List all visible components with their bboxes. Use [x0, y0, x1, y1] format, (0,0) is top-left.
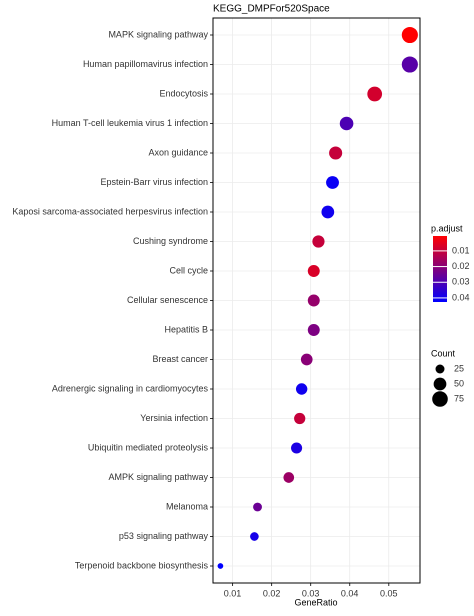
- x-tick-label: 0.05: [380, 588, 398, 598]
- dot: [339, 116, 354, 131]
- panel-border: [212, 17, 421, 584]
- size-label: 50: [454, 378, 464, 388]
- x-tick-label: 0.01: [224, 588, 242, 598]
- dot: [250, 532, 259, 541]
- y-tick-label: Terpenoid backbone biosynthesis: [75, 560, 209, 570]
- dot: [294, 412, 306, 425]
- y-tick-label: Melanoma: [166, 501, 208, 511]
- size-key: [432, 391, 448, 407]
- size-key: [435, 364, 445, 374]
- dot: [295, 383, 308, 395]
- dot: [401, 56, 418, 73]
- colorbar-label: 0.01: [452, 245, 470, 255]
- y-tick-label: MAPK signaling pathway: [108, 29, 208, 39]
- x-axis-title: GeneRatio: [294, 597, 337, 607]
- dot: [307, 265, 320, 277]
- dot: [329, 146, 343, 160]
- dot: [283, 472, 295, 483]
- y-tick-label: Cellular senescence: [127, 295, 208, 305]
- y-tick-label: Human T-cell leukemia virus 1 infection: [52, 118, 208, 128]
- size-legend-title: Count: [431, 348, 456, 358]
- dot: [307, 324, 320, 336]
- size-label: 75: [454, 393, 464, 403]
- y-tick-label: Cell cycle: [169, 265, 208, 275]
- y-tick-label: Endocytosis: [159, 88, 208, 98]
- colorbar-label: 0.04: [452, 292, 470, 302]
- y-tick-label: Adrenergic signaling in cardiomyocytes: [52, 383, 209, 393]
- dot: [326, 176, 339, 189]
- dot: [321, 205, 335, 219]
- dot: [312, 235, 325, 248]
- x-tick-label: 0.03: [302, 588, 320, 598]
- x-tick-label: 0.02: [263, 588, 281, 598]
- y-tick-label: Yersinia infection: [140, 413, 208, 423]
- colorbar-label: 0.02: [452, 261, 470, 271]
- colorbar: [433, 236, 447, 302]
- dot: [253, 502, 262, 512]
- y-tick-label: p53 signaling pathway: [119, 531, 209, 541]
- size-label: 25: [454, 363, 464, 373]
- y-tick-label: Human papillomavirus infection: [83, 59, 208, 69]
- y-tick-label: Hepatitis B: [164, 324, 208, 334]
- y-tick-label: Breast cancer: [152, 354, 208, 364]
- dot: [217, 563, 224, 569]
- y-tick-label: Kaposi sarcoma-associated herpesvirus in…: [12, 206, 208, 216]
- dot: [367, 86, 383, 102]
- y-tick-label: Axon guidance: [148, 147, 208, 157]
- colorbar-label: 0.03: [452, 277, 470, 287]
- dot: [307, 294, 320, 307]
- dot: [401, 26, 418, 44]
- y-tick-label: Ubiquitin mediated proteolysis: [88, 442, 209, 452]
- chart-title: KEGG_DMPFor520Space: [213, 4, 330, 15]
- y-tick-label: AMPK signaling pathway: [108, 472, 208, 482]
- dot: [300, 353, 313, 366]
- dot: [291, 442, 303, 454]
- x-tick-label: 0.04: [341, 588, 359, 598]
- size-key: [433, 377, 447, 391]
- y-tick-label: Cushing syndrome: [133, 236, 208, 246]
- color-legend-title: p.adjust: [431, 223, 463, 233]
- y-tick-label: Epstein-Barr virus infection: [100, 177, 208, 187]
